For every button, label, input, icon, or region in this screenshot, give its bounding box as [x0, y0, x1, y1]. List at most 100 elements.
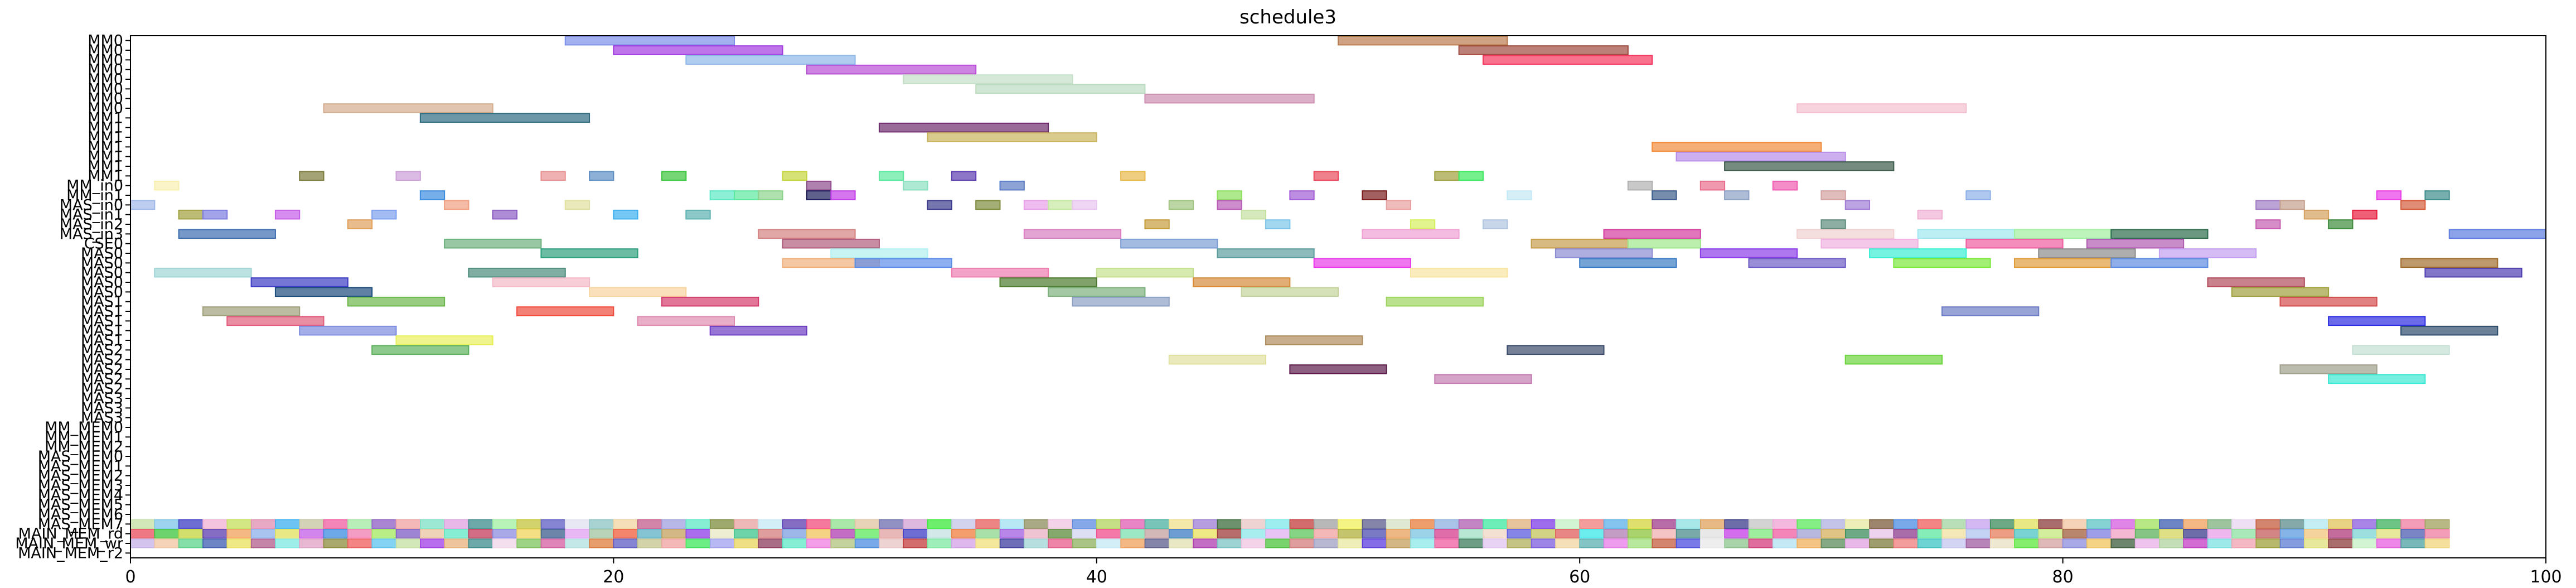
task-bar [492, 209, 518, 220]
y-tick-label: MM_MEM2 [45, 438, 123, 456]
memory-task-bar [782, 529, 807, 539]
task-bar [2424, 267, 2522, 278]
memory-task-bar [2328, 538, 2354, 548]
task-bar [637, 316, 735, 326]
memory-task-bar [420, 529, 445, 539]
memory-task-bar [879, 529, 904, 539]
task-bar [1217, 200, 1242, 210]
task-bar [1724, 161, 1895, 171]
memory-task-bar [1410, 538, 1436, 548]
memory-task-bar [1773, 529, 1798, 539]
memory-task-bar [130, 529, 156, 539]
memory-task-bar [323, 529, 348, 539]
memory-task-bar [1483, 538, 1508, 548]
memory-task-bar [2255, 529, 2281, 539]
memory-task-bar [1072, 538, 1097, 548]
task-bar [1965, 238, 2064, 249]
memory-task-bar [1579, 519, 1605, 529]
task-bar [806, 190, 832, 200]
memory-task-bar [1169, 519, 1194, 529]
task-bar [999, 180, 1025, 191]
task-bar [878, 122, 1049, 133]
memory-task-bar [927, 529, 952, 539]
memory-task-bar [1507, 529, 1532, 539]
memory-task-bar [951, 538, 976, 548]
memory-task-bar [2207, 519, 2233, 529]
y-tick-label: MAS0 [81, 274, 123, 291]
task-bar [2110, 229, 2209, 239]
memory-task-bar [1989, 538, 2015, 548]
memory-task-bar [1555, 529, 1580, 539]
memory-task-bar [2038, 538, 2064, 548]
memory-task-bar [1217, 519, 1242, 529]
task-bar [1820, 219, 1846, 229]
memory-task-bar [1724, 538, 1750, 548]
memory-task-bar [758, 529, 783, 539]
task-bar [1289, 364, 1387, 374]
memory-task-bar [2110, 529, 2136, 539]
task-bar [2279, 296, 2378, 307]
y-tick-label: MAS0 [81, 264, 123, 282]
memory-task-bar [1120, 538, 1146, 548]
memory-task-bar [275, 529, 300, 539]
memory-task-bar [1458, 529, 1484, 539]
memory-task-bar [975, 519, 1001, 529]
y-tick-label: MAS_in3 [60, 225, 123, 243]
task-bar [1168, 354, 1267, 365]
memory-task-bar [2304, 538, 2329, 548]
task-bar [806, 64, 977, 75]
memory-task-bar [2304, 529, 2329, 539]
task-bar [975, 84, 1146, 94]
y-tick-label: MAS1 [81, 332, 123, 349]
task-bar [2279, 364, 2378, 374]
task-bar [564, 35, 735, 46]
memory-task-bar [854, 529, 880, 539]
memory-task-bar [178, 519, 204, 529]
bars-layer [130, 35, 2547, 548]
memory-task-bar [589, 529, 614, 539]
memory-task-bar [1676, 519, 1701, 529]
task-bar [1699, 248, 1798, 258]
memory-task-bar [323, 519, 348, 529]
memory-task-bar [202, 529, 228, 539]
memory-task-bar [516, 529, 542, 539]
memory-task-bar [371, 529, 397, 539]
y-tick-label: MAS1 [81, 312, 123, 330]
memory-task-bar [1362, 538, 1387, 548]
memory-task-bar [1676, 538, 1701, 548]
memory-task-bar [395, 519, 421, 529]
memory-task-bar [1386, 519, 1411, 529]
memory-task-bar [2231, 519, 2257, 529]
task-bar [2279, 200, 2305, 210]
memory-task-bar [565, 529, 590, 539]
memory-task-bar [589, 519, 614, 529]
memory-task-bar [1797, 529, 1822, 539]
memory-task-bar [2304, 519, 2329, 529]
task-bar [1120, 238, 1218, 249]
memory-task-bar [516, 519, 542, 529]
task-bar [299, 171, 325, 181]
memory-task-bar [2231, 529, 2257, 539]
y-tick-label: MAS3 [81, 390, 123, 407]
memory-task-bar [202, 538, 228, 548]
task-bar [2352, 345, 2450, 355]
memory-task-bar [2038, 519, 2064, 529]
task-bar [758, 190, 783, 200]
task-bar [1458, 171, 1484, 181]
memory-task-bar [2014, 519, 2040, 529]
memory-task-bar [1120, 519, 1146, 529]
memory-task-bar [540, 519, 566, 529]
memory-task-bar [685, 519, 711, 529]
task-bar [2424, 190, 2450, 200]
memory-task-bar [1700, 529, 1725, 539]
memory-task-bar [1531, 519, 1556, 529]
y-tick-label: MM1 [88, 167, 123, 185]
task-bar [830, 248, 928, 258]
task-bar [395, 171, 421, 181]
x-tick-label: 40 [1086, 567, 1107, 587]
memory-task-bar [492, 538, 517, 548]
memory-task-bar [540, 529, 566, 539]
memory-task-bar [806, 538, 832, 548]
task-bar [1072, 296, 1170, 307]
